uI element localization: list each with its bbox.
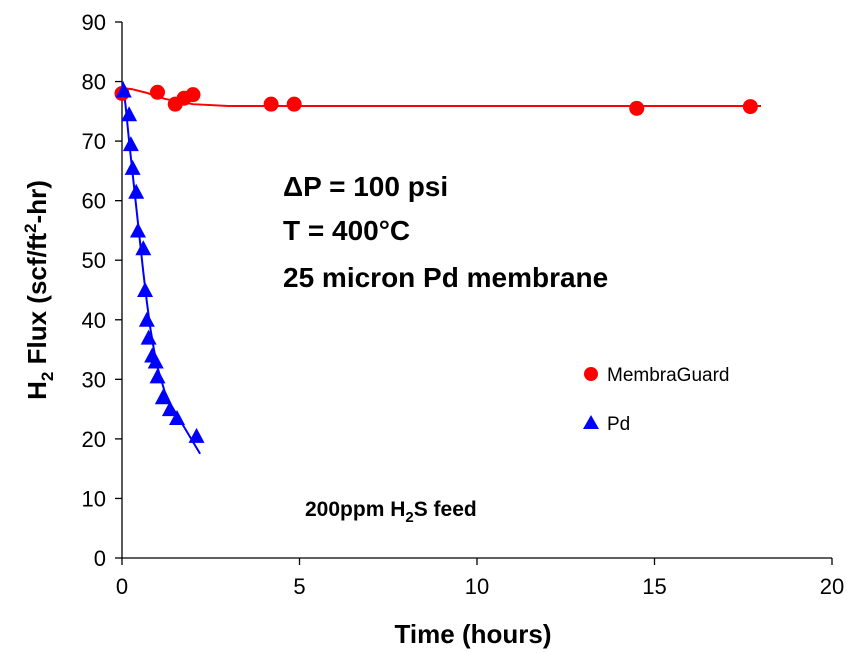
membraguard-point bbox=[742, 99, 758, 115]
pd-point bbox=[149, 368, 166, 384]
pd-point bbox=[137, 282, 154, 297]
membraguard-point bbox=[185, 87, 201, 103]
pd-point bbox=[140, 329, 157, 345]
annotation-membrane: 25 micron Pd membrane bbox=[283, 262, 608, 293]
pd-point bbox=[129, 222, 146, 238]
y-tick-label: 50 bbox=[82, 248, 106, 273]
x-tick-label: 0 bbox=[116, 574, 128, 599]
x-tick-label: 5 bbox=[293, 574, 305, 599]
x-tick-label: 10 bbox=[465, 574, 489, 599]
pd-point bbox=[188, 427, 205, 443]
pd-point bbox=[154, 389, 171, 405]
pd-point bbox=[122, 136, 139, 152]
y-tick-label: 20 bbox=[82, 427, 106, 452]
legend-membraguard-label: MembraGuard bbox=[607, 365, 730, 386]
x-tick-label: 15 bbox=[642, 574, 666, 599]
data-markers bbox=[114, 82, 758, 443]
pd-point bbox=[121, 106, 138, 122]
y-tick-label: 90 bbox=[82, 10, 106, 35]
y-tick-label: 10 bbox=[82, 486, 106, 511]
membraguard-fit-line bbox=[121, 87, 761, 107]
legend-membraguard-marker bbox=[584, 367, 598, 381]
y-axis-title: H2 Flux (scf/ft2-hr) bbox=[21, 180, 57, 400]
legend: MembraGuard Pd bbox=[583, 365, 730, 435]
membraguard-point bbox=[629, 100, 645, 116]
y-tick-label: 30 bbox=[82, 367, 106, 392]
legend-pd-label: Pd bbox=[607, 414, 630, 435]
pd-point bbox=[138, 311, 155, 327]
pd-point bbox=[135, 240, 152, 256]
y-tick-label: 80 bbox=[82, 70, 106, 95]
membraguard-point bbox=[263, 96, 279, 112]
y-tick-label: 0 bbox=[94, 546, 106, 571]
pd-point bbox=[124, 159, 141, 175]
pd-point bbox=[161, 401, 178, 417]
x-tick-label: 20 bbox=[820, 574, 844, 599]
x-axis-title: Time (hours) bbox=[395, 619, 552, 649]
annotation-feed: 200ppm H2S feed bbox=[305, 498, 477, 526]
membraguard-point bbox=[150, 84, 165, 100]
pd-point bbox=[128, 183, 145, 199]
y-tick-label: 70 bbox=[82, 129, 106, 154]
annotation-pressure: ΔP = 100 psi bbox=[283, 171, 448, 202]
axis-ticks: 0 5 10 15 20 0 10 20 30 40 50 60 70 80 90 bbox=[82, 10, 845, 599]
y-tick-label: 60 bbox=[82, 189, 106, 214]
pd-point bbox=[147, 353, 164, 369]
membraguard-point bbox=[286, 96, 302, 112]
pd-point bbox=[115, 82, 132, 98]
pd-point bbox=[169, 410, 186, 426]
legend-pd-marker bbox=[583, 415, 599, 429]
annotation-temperature: T = 400°C bbox=[283, 215, 410, 246]
y-tick-label: 40 bbox=[82, 308, 106, 333]
